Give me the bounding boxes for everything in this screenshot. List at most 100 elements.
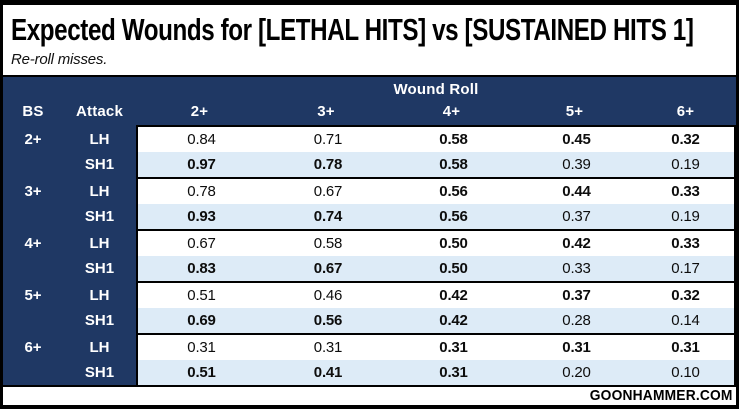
attack-label: LH — [89, 183, 110, 200]
bs-group: 4+ LH SH1 0.67 0.58 0.50 0.42 0.33 0.83 0.67 0.50 0… — [3, 229, 736, 283]
attack-labels: LH SH1 — [63, 229, 136, 283]
value-cell: 0.50 — [439, 260, 468, 277]
data-box: 0.67 0.58 0.50 0.42 0.33 0.83 0.67 0.50 0.33 0.17 — [136, 229, 736, 283]
value-cell: 0.33 — [671, 183, 700, 200]
value-cell: 0.71 — [313, 131, 343, 148]
value-cell: 0.51 — [187, 287, 216, 304]
value-cell: 0.37 — [562, 208, 591, 225]
footer-brand: GOONHAMMER.COM — [589, 387, 733, 404]
value-cell: 0.97 — [187, 156, 216, 173]
bs-group: 6+ LH SH1 0.31 0.31 0.31 0.31 0.31 0.51 0.41 0.31 0… — [3, 333, 736, 387]
value-cell: 0.31 — [439, 364, 468, 381]
col-header-attack: Attack — [75, 103, 124, 120]
value-cell: 0.58 — [313, 235, 343, 252]
value-cell: 0.67 — [313, 260, 343, 277]
value-cell: 0.33 — [562, 260, 591, 277]
value-cell: 0.58 — [439, 131, 468, 148]
value-cell: 0.74 — [313, 208, 343, 225]
table-row: 0.51 0.46 0.42 0.37 0.32 — [138, 283, 734, 308]
value-cell: 0.83 — [187, 260, 216, 277]
value-cell: 0.39 — [562, 156, 591, 173]
group-header-row: Wound Roll — [3, 77, 736, 99]
value-cell: 0.31 — [671, 339, 700, 356]
value-cell: 0.67 — [187, 235, 216, 252]
value-cell: 0.14 — [671, 312, 700, 329]
bs-group: 5+ LH SH1 0.51 0.46 0.42 0.37 0.32 0.69 0.56 0.42 0… — [3, 281, 736, 335]
value-cell: 0.50 — [439, 235, 468, 252]
table-row: 0.78 0.67 0.56 0.44 0.33 — [138, 179, 734, 204]
value-cell: 0.69 — [187, 312, 216, 329]
value-cell: 0.37 — [562, 287, 591, 304]
value-cell: 0.56 — [439, 208, 468, 225]
attack-label: LH — [89, 287, 110, 304]
attack-label: SH1 — [84, 208, 115, 225]
value-cell: 0.42 — [439, 312, 468, 329]
col-header-3plus: 3+ — [317, 103, 335, 120]
data-box: 0.78 0.67 0.56 0.44 0.33 0.93 0.74 0.56 0.37 0.19 — [136, 177, 736, 231]
table-body: 2+ LH SH1 0.84 0.71 0.58 0.45 0.32 0.97 0.78 0.58 0… — [3, 125, 736, 387]
value-cell: 0.31 — [187, 339, 216, 356]
page-subtitle: Re-roll misses. — [11, 51, 108, 68]
value-cell: 0.32 — [671, 131, 700, 148]
table-row: 0.84 0.71 0.58 0.45 0.32 — [138, 127, 734, 152]
bs-label: 6+ — [24, 339, 42, 356]
col-header-4plus: 4+ — [442, 103, 461, 120]
table-row: 0.97 0.78 0.58 0.39 0.19 — [138, 152, 734, 177]
attack-labels: LH SH1 — [63, 177, 136, 231]
value-cell: 0.31 — [439, 339, 468, 356]
value-cell: 0.44 — [562, 183, 591, 200]
table-row: 0.67 0.58 0.50 0.42 0.33 — [138, 231, 734, 256]
col-header-6plus: 6+ — [676, 103, 695, 120]
value-cell: 0.19 — [671, 156, 700, 173]
col-header-2plus: 2+ — [190, 103, 209, 120]
value-cell: 0.17 — [671, 260, 700, 277]
bs-label: 3+ — [24, 183, 42, 200]
value-cell: 0.67 — [313, 183, 343, 200]
wound-roll-group-header: Wound Roll — [393, 81, 479, 98]
value-cell: 0.19 — [671, 208, 700, 225]
table-row: 0.83 0.67 0.50 0.33 0.17 — [138, 256, 734, 281]
value-cell: 0.33 — [671, 235, 700, 252]
bs-label: 5+ — [24, 287, 42, 304]
table-row: 0.31 0.31 0.31 0.31 0.31 — [138, 335, 734, 360]
data-box: 0.31 0.31 0.31 0.31 0.31 0.51 0.41 0.31 0.20 0.10 — [136, 333, 736, 387]
value-cell: 0.28 — [562, 312, 591, 329]
value-cell: 0.10 — [671, 364, 700, 381]
value-cell: 0.78 — [313, 156, 343, 173]
table-row: 0.69 0.56 0.42 0.28 0.14 — [138, 308, 734, 333]
page-title-text: Expected Wounds for [LETHAL HITS] vs [SU… — [11, 12, 694, 47]
data-box: 0.51 0.46 0.42 0.37 0.32 0.69 0.56 0.42 0.28 0.14 — [136, 281, 736, 335]
attack-label: SH1 — [84, 364, 115, 381]
footer: GOONHAMMER.COM — [3, 385, 736, 405]
value-cell: 0.58 — [439, 156, 468, 173]
attack-labels: LH SH1 — [63, 333, 136, 387]
attack-labels: LH SH1 — [63, 281, 136, 335]
value-cell: 0.51 — [187, 364, 216, 381]
value-cell: 0.31 — [313, 339, 343, 356]
bs-group: 2+ LH SH1 0.84 0.71 0.58 0.45 0.32 0.97 0.78 0.58 0… — [3, 125, 736, 179]
table-header: Wound Roll BS Attack 2+ 3+ 4+ 5+ 6+ — [3, 75, 736, 125]
value-cell: 0.32 — [671, 287, 700, 304]
value-cell: 0.42 — [439, 287, 468, 304]
attack-label: LH — [89, 235, 110, 252]
attack-label: LH — [89, 339, 110, 356]
attack-label: LH — [89, 131, 110, 148]
col-header-bs: BS — [22, 103, 44, 120]
attack-label: SH1 — [84, 156, 115, 173]
bs-label: 4+ — [24, 235, 42, 252]
bs-group: 3+ LH SH1 0.78 0.67 0.56 0.44 0.33 0.93 0.74 0.56 0… — [3, 177, 736, 231]
value-cell: 0.20 — [562, 364, 591, 381]
attack-label: SH1 — [84, 312, 115, 329]
col-header-5plus: 5+ — [565, 103, 584, 120]
value-cell: 0.45 — [562, 131, 591, 148]
page-title: Expected Wounds for [LETHAL HITS] vs [SU… — [11, 11, 736, 49]
table-row: 0.51 0.41 0.31 0.20 0.10 — [138, 360, 734, 385]
value-cell: 0.42 — [562, 235, 591, 252]
table-row: 0.93 0.74 0.56 0.37 0.19 — [138, 204, 734, 229]
column-header-row: BS Attack 2+ 3+ 4+ 5+ 6+ — [3, 99, 736, 125]
value-cell: 0.41 — [313, 364, 343, 381]
value-cell: 0.56 — [439, 183, 468, 200]
attack-label: SH1 — [84, 260, 115, 277]
value-cell: 0.78 — [187, 183, 216, 200]
value-cell: 0.84 — [187, 131, 216, 148]
